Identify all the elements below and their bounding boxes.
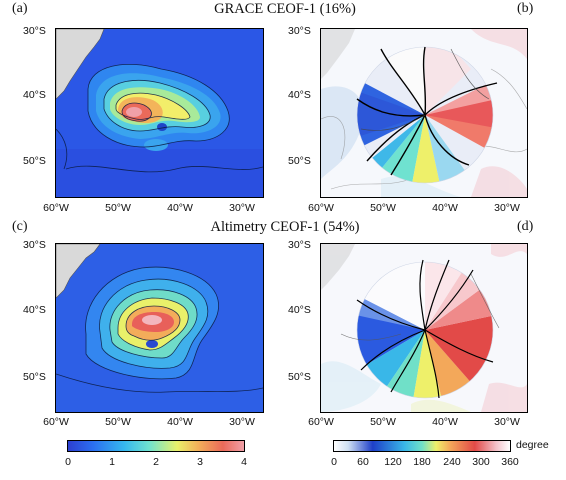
lon-tick-40w-a: 40°W (167, 202, 193, 214)
panel-d-altimetry-phase-map (320, 243, 528, 413)
phase-tick-360: 360 (501, 456, 519, 468)
grace-title: GRACE CEOF-1 (16%) (214, 1, 356, 17)
phase-tick-300: 300 (472, 456, 490, 468)
lat-tick-50s-b: 50°S (288, 155, 311, 167)
lon-tick-30w-c: 30°W (229, 416, 255, 428)
faded-background-phase (321, 29, 527, 197)
lon-tick-40w-c: 40°W (167, 416, 193, 428)
lon-tick-60w-c: 60°W (43, 416, 69, 428)
panel-c-altimetry-amplitude-map (55, 243, 264, 413)
contour-lines (56, 266, 263, 393)
land-south-america (56, 29, 105, 100)
lat-tick-40s-c: 40°S (23, 304, 46, 316)
phase-colorbar (333, 440, 511, 452)
ocean-south (56, 149, 263, 197)
lat-tick-30s-a: 30°S (23, 25, 46, 37)
amplitude-tick-4: 4 (241, 456, 247, 468)
amplitude-tick-0: 0 (65, 456, 71, 468)
lat-tick-40s-a: 40°S (23, 89, 46, 101)
lon-tick-50w-c: 50°W (105, 416, 131, 428)
lat-tick-30s-b: 30°S (288, 25, 311, 37)
panel-label-d: (d) (517, 219, 534, 234)
phase-colorbar-unit: degree (516, 439, 549, 451)
lat-tick-50s-c: 50°S (23, 371, 46, 383)
phase-tick-0: 0 (331, 456, 337, 468)
panel-label-a: (a) (12, 1, 28, 16)
lon-tick-50w-b: 50°W (370, 202, 396, 214)
panel-label-b: (b) (517, 1, 534, 16)
contour-lines (56, 63, 263, 173)
phase-tick-240: 240 (443, 456, 461, 468)
lon-tick-60w-d: 60°W (308, 416, 334, 428)
amplitude-tick-1: 1 (109, 456, 115, 468)
lon-tick-40w-b: 40°W (432, 202, 458, 214)
lat-tick-50s-a: 50°S (23, 155, 46, 167)
lat-tick-50s-d: 50°S (288, 371, 311, 383)
phase-contours (356, 46, 498, 176)
panel-b-grace-phase-map (320, 28, 528, 198)
lon-tick-30w-a: 30°W (229, 202, 255, 214)
lat-tick-40s-b: 40°S (288, 89, 311, 101)
lat-tick-30s-c: 30°S (23, 239, 46, 251)
lat-tick-30s-d: 30°S (288, 239, 311, 251)
lon-tick-60w-a: 60°W (43, 202, 69, 214)
lon-tick-30w-d: 30°W (494, 416, 520, 428)
lon-tick-40w-d: 40°W (432, 416, 458, 428)
faded-background-phase (321, 244, 527, 412)
phase-tick-180: 180 (413, 456, 431, 468)
panel-label-c: (c) (12, 219, 28, 234)
lat-tick-40s-d: 40°S (288, 304, 311, 316)
lon-tick-60w-b: 60°W (308, 202, 334, 214)
phase-tick-120: 120 (384, 456, 402, 468)
phase-tick-60: 60 (357, 456, 369, 468)
altimetry-title: Altimetry CEOF-1 (54%) (210, 219, 360, 235)
panel-a-grace-amplitude-map (55, 28, 264, 198)
lon-tick-50w-d: 50°W (370, 416, 396, 428)
amplitude-tick-3: 3 (197, 456, 203, 468)
amplitude-colorbar (67, 440, 245, 452)
amplitude-tick-2: 2 (153, 456, 159, 468)
lon-tick-30w-b: 30°W (494, 202, 520, 214)
lon-tick-50w-a: 50°W (105, 202, 131, 214)
amplitude-blob (85, 267, 219, 379)
phase-contours (356, 259, 494, 399)
